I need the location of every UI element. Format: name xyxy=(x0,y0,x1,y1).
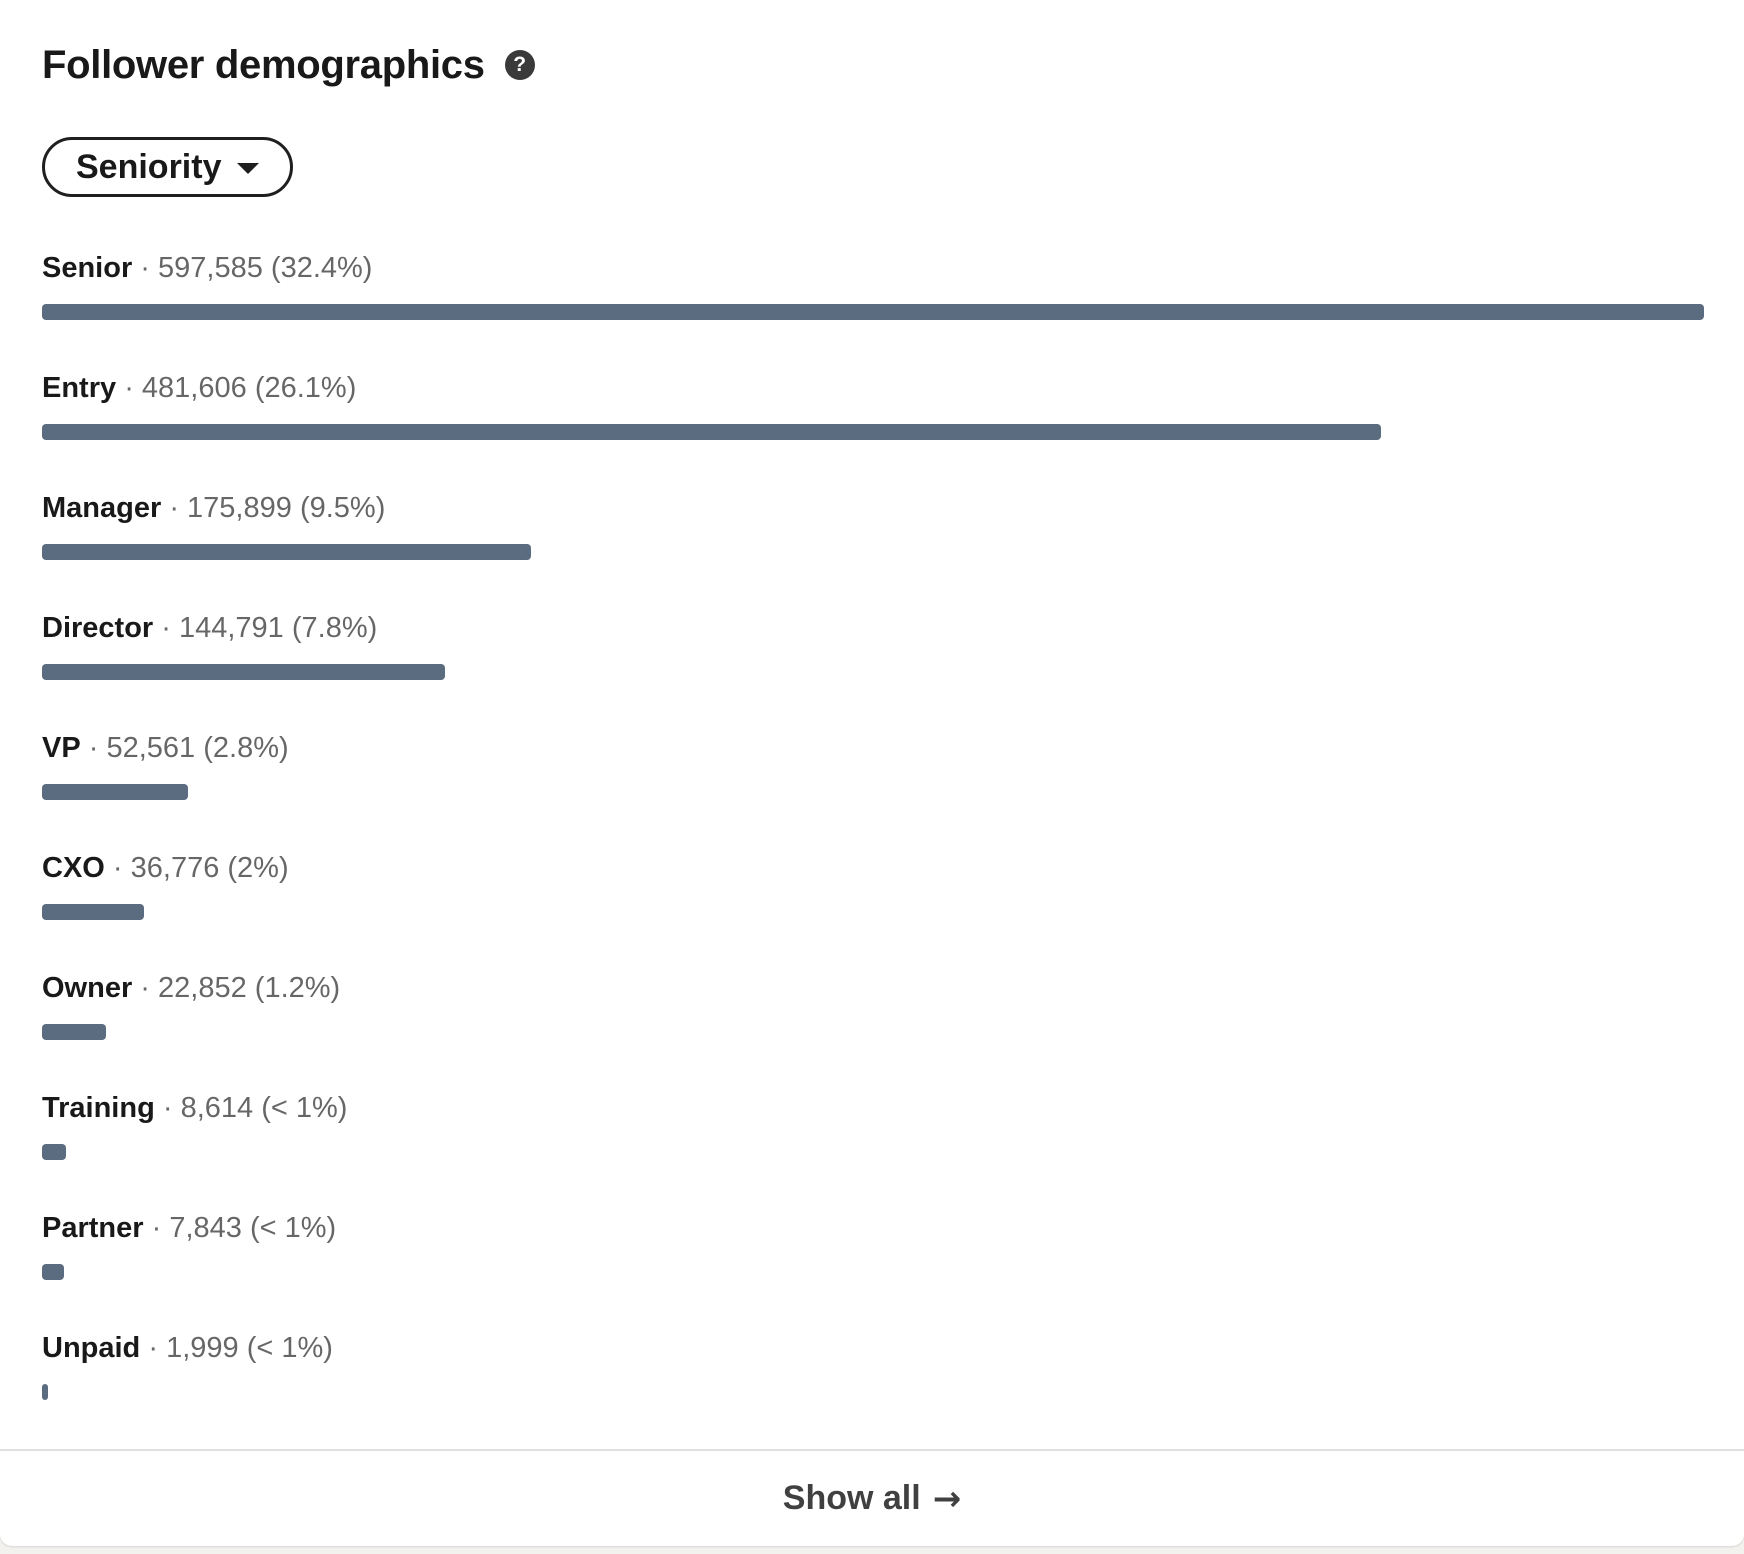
follower-count: 481,606 xyxy=(141,372,247,404)
bar-track xyxy=(42,904,1704,920)
demographic-row: Partner · 7,843 (< 1%) xyxy=(42,1210,1704,1330)
demographic-label: Partner · 7,843 (< 1%) xyxy=(42,1212,337,1244)
card-title: Follower demographics xyxy=(42,42,485,87)
demographic-bar xyxy=(42,1144,66,1160)
caret-down-icon xyxy=(237,162,260,174)
demographic-bar xyxy=(42,1024,106,1040)
demographic-label: CXO · 36,776 (2%) xyxy=(42,852,289,884)
bar-track xyxy=(42,1264,1704,1280)
follower-percent: (7.8%) xyxy=(291,612,378,644)
demographic-label: Owner · 22,852 (1.2%) xyxy=(42,972,341,1004)
follower-percent: (< 1%) xyxy=(261,1092,348,1124)
demographic-row: CXO · 36,776 (2%) xyxy=(42,850,1704,970)
demographic-bar xyxy=(42,304,1704,320)
follower-percent: (26.1%) xyxy=(254,372,357,404)
category-name: Training xyxy=(42,1092,155,1124)
follower-percent: (32.4%) xyxy=(270,252,373,284)
demographic-bar xyxy=(42,1264,64,1280)
category-name: Unpaid xyxy=(42,1332,141,1364)
dropdown-selected-label: Seniority xyxy=(76,147,222,186)
demographic-bar xyxy=(42,1384,48,1400)
category-name: Manager xyxy=(42,492,162,524)
demographic-bar xyxy=(42,784,188,800)
demographic-row: Manager · 175,899 (9.5%) xyxy=(42,490,1704,610)
bar-track xyxy=(42,1384,1704,1400)
demographic-label: Unpaid · 1,999 (< 1%) xyxy=(42,1332,333,1364)
bar-track xyxy=(42,544,1704,560)
question-circle-icon[interactable]: ? xyxy=(504,50,535,80)
category-name: VP xyxy=(42,732,81,764)
demographic-bar xyxy=(42,544,531,560)
category-name: Owner xyxy=(42,972,133,1004)
category-name: Director xyxy=(42,612,154,644)
category-name: CXO xyxy=(42,852,105,884)
bar-track xyxy=(42,1144,1704,1160)
demographic-row: VP · 52,561 (2.8%) xyxy=(42,730,1704,850)
follower-count: 1,999 xyxy=(166,1332,239,1364)
demographic-bar xyxy=(42,664,445,680)
follower-percent: (< 1%) xyxy=(246,1332,333,1364)
demographic-label: VP · 52,561 (2.8%) xyxy=(42,732,289,764)
follower-count: 36,776 xyxy=(130,852,220,884)
show-all-label: Show all xyxy=(782,1479,921,1517)
demographic-label: Entry · 481,606 (26.1%) xyxy=(42,372,357,404)
bar-track xyxy=(42,304,1704,320)
follower-percent: (9.5%) xyxy=(299,492,386,524)
demographic-label: Senior · 597,585 (32.4%) xyxy=(42,252,373,284)
bar-track xyxy=(42,1024,1704,1040)
bar-track xyxy=(42,424,1704,440)
demographics-bar-list: Senior · 597,585 (32.4%) Entry · 481,606 … xyxy=(42,250,1704,1450)
demographic-label: Training · 8,614 (< 1%) xyxy=(42,1092,348,1124)
demographic-label: Manager · 175,899 (9.5%) xyxy=(42,492,386,524)
follower-count: 144,791 xyxy=(178,612,284,644)
follower-count: 52,561 xyxy=(106,732,196,764)
demographic-row: Unpaid · 1,999 (< 1%) xyxy=(42,1330,1704,1450)
follower-count: 8,614 xyxy=(180,1092,254,1124)
category-name: Entry xyxy=(42,372,117,404)
follower-count: 22,852 xyxy=(158,972,247,1004)
demographic-label: Director · 144,791 (7.8%) xyxy=(42,612,378,644)
category-name: Partner xyxy=(42,1212,144,1244)
follower-percent: (2.8%) xyxy=(203,732,289,764)
follower-count: 597,585 xyxy=(158,252,263,284)
demographic-row: Owner · 22,852 (1.2%) xyxy=(42,970,1704,1090)
demographic-row: Entry · 481,606 (26.1%) xyxy=(42,370,1704,490)
seniority-dropdown[interactable]: Seniority xyxy=(42,137,294,197)
demographic-bar xyxy=(42,904,144,920)
follower-percent: (2%) xyxy=(227,852,289,884)
arrow-right-icon: → xyxy=(932,1478,962,1519)
demographic-row: Training · 8,614 (< 1%) xyxy=(42,1090,1704,1210)
demographic-row: Senior · 597,585 (32.4%) xyxy=(42,250,1704,370)
bar-track xyxy=(42,664,1704,680)
follower-count: 7,843 xyxy=(169,1212,242,1244)
follower-count: 175,899 xyxy=(187,492,292,524)
follower-percent: (1.2%) xyxy=(254,972,341,1004)
bar-track xyxy=(42,784,1704,800)
demographic-bar xyxy=(42,424,1381,440)
card-header: Follower demographics ? xyxy=(42,40,535,90)
demographic-row: Director · 144,791 (7.8%) xyxy=(42,610,1704,730)
category-name: Senior xyxy=(42,252,133,284)
follower-percent: (< 1%) xyxy=(249,1212,337,1244)
show-all-button[interactable]: Show all → xyxy=(0,1449,1744,1546)
